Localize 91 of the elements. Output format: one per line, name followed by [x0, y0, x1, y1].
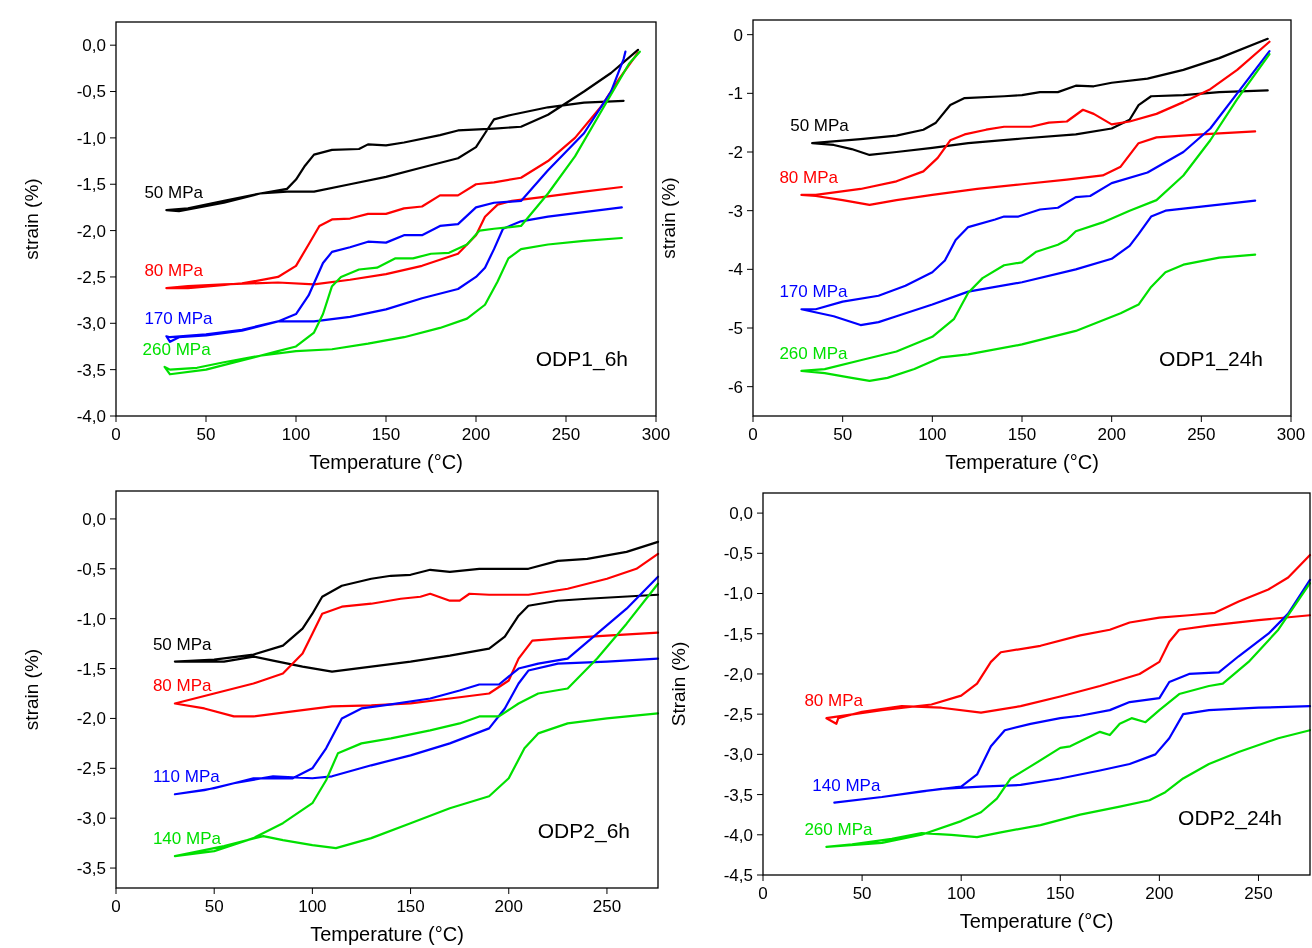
series-label: 50 MPa: [790, 116, 850, 136]
y-tick-label: -3,5: [723, 785, 753, 805]
x-tick-label: 100: [947, 884, 976, 903]
y-tick-label: -4: [727, 260, 743, 280]
y-axis-title: Strain (%): [668, 641, 689, 727]
x-tick-label: 300: [1276, 425, 1306, 444]
y-tick-label: -4,0: [723, 825, 753, 845]
x-tick-label: 150: [1046, 884, 1075, 903]
line-series: [165, 48, 640, 213]
y-tick-label: 0,0: [82, 36, 106, 56]
y-tick-label: -2,5: [723, 705, 753, 725]
series-label: 170 MPa: [144, 309, 213, 329]
series-label: 260 MPa: [779, 343, 849, 363]
x-tick-label: 250: [592, 897, 622, 916]
x-axis-title: Temperature (°C): [310, 923, 464, 945]
y-tick-label: 0: [733, 25, 743, 45]
x-axis-title: Temperature (°C): [959, 910, 1114, 932]
y-tick-label: -3,5: [76, 859, 106, 878]
x-tick-label: 150: [1007, 425, 1037, 444]
y-tick-label: -3,0: [76, 809, 106, 829]
series-label: 80 MPa: [779, 167, 839, 187]
line-series: [173, 552, 660, 718]
line-series: [825, 553, 1312, 725]
annotation: ODP2_24h: [1178, 806, 1282, 830]
series-label: 140 MPa: [812, 775, 881, 795]
series-label: 110 MPa: [152, 767, 221, 787]
series-label: 140 MPa: [152, 829, 222, 849]
x-tick-label: 150: [371, 425, 401, 444]
y-tick-label: -2,0: [723, 664, 753, 684]
annotation: ODP2_6h: [537, 819, 630, 843]
series-label: 80 MPa: [152, 676, 213, 696]
x-tick-label: 250: [1244, 884, 1273, 903]
series-label: 260 MPa: [804, 819, 874, 839]
line-series: [811, 37, 1269, 157]
x-axis-title: Temperature (°C): [945, 451, 1099, 473]
y-tick-label: -1: [727, 84, 743, 104]
x-tick-label: 100: [281, 425, 311, 444]
y-tick-label: -2,5: [76, 267, 106, 287]
y-tick-label: 0,0: [82, 509, 106, 529]
y-tick-label: -2: [727, 142, 743, 162]
y-tick-label: -2,0: [76, 221, 106, 241]
y-tick-label: -1,0: [76, 609, 106, 629]
y-axis-title: strain (%): [21, 178, 42, 260]
x-tick-label: 200: [1097, 425, 1126, 444]
y-tick-label: -3,5: [76, 360, 106, 380]
y-tick-label: -1,0: [723, 584, 753, 604]
y-tick-label: -0,5: [723, 544, 753, 564]
x-tick-label: 50: [852, 884, 872, 903]
x-tick-label: 0: [111, 897, 121, 916]
y-tick-label: -3: [727, 201, 743, 221]
x-tick-label: 200: [461, 425, 491, 444]
y-tick-label: -2,0: [76, 709, 106, 729]
annotation: ODP1_24h: [1159, 347, 1263, 371]
x-tick-label: 250: [1187, 425, 1216, 444]
y-tick-label: -4,0: [76, 406, 106, 426]
line-series: [165, 51, 640, 290]
y-tick-label: -6: [727, 377, 743, 397]
x-tick-label: 250: [551, 425, 581, 444]
x-tick-label: 300: [641, 425, 671, 444]
x-tick-label: 100: [298, 897, 327, 916]
series-label: 80 MPa: [144, 261, 204, 281]
x-axis-title: Temperature (°C): [309, 451, 463, 473]
x-tick-label: 100: [918, 425, 947, 444]
y-tick-label: -4,5: [723, 865, 753, 885]
y-tick-label: 0,0: [729, 504, 753, 524]
series-label: 170 MPa: [779, 282, 849, 302]
y-tick-label: -1,5: [723, 624, 753, 644]
y-tick-label: -1,5: [76, 659, 106, 679]
x-tick-label: 0: [758, 884, 768, 903]
y-tick-label: -3,0: [723, 745, 753, 765]
y-tick-label: -3,0: [76, 314, 106, 334]
series-label: 260 MPa: [142, 339, 212, 359]
series-label: 50 MPa: [144, 183, 204, 203]
annotation: ODP1_6h: [535, 347, 628, 371]
x-tick-label: 50: [196, 425, 216, 444]
y-tick-label: -0,5: [76, 559, 106, 579]
series-label: 50 MPa: [152, 634, 213, 654]
y-tick-label: -5: [727, 318, 743, 338]
x-tick-label: 50: [833, 425, 853, 444]
series-label: 80 MPa: [804, 691, 864, 711]
x-tick-label: 150: [396, 897, 425, 916]
y-tick-label: -1,5: [76, 175, 106, 195]
y-axis-title: strain (%): [21, 648, 42, 731]
x-tick-label: 200: [494, 897, 523, 916]
y-tick-label: -0,5: [76, 82, 106, 102]
y-axis-title: strain (%): [658, 177, 679, 259]
x-tick-label: 50: [204, 897, 224, 916]
x-tick-label: 200: [1145, 884, 1174, 903]
y-tick-label: -2,5: [76, 759, 106, 779]
y-tick-label: -1,0: [76, 128, 106, 148]
x-tick-label: 0: [111, 425, 121, 444]
